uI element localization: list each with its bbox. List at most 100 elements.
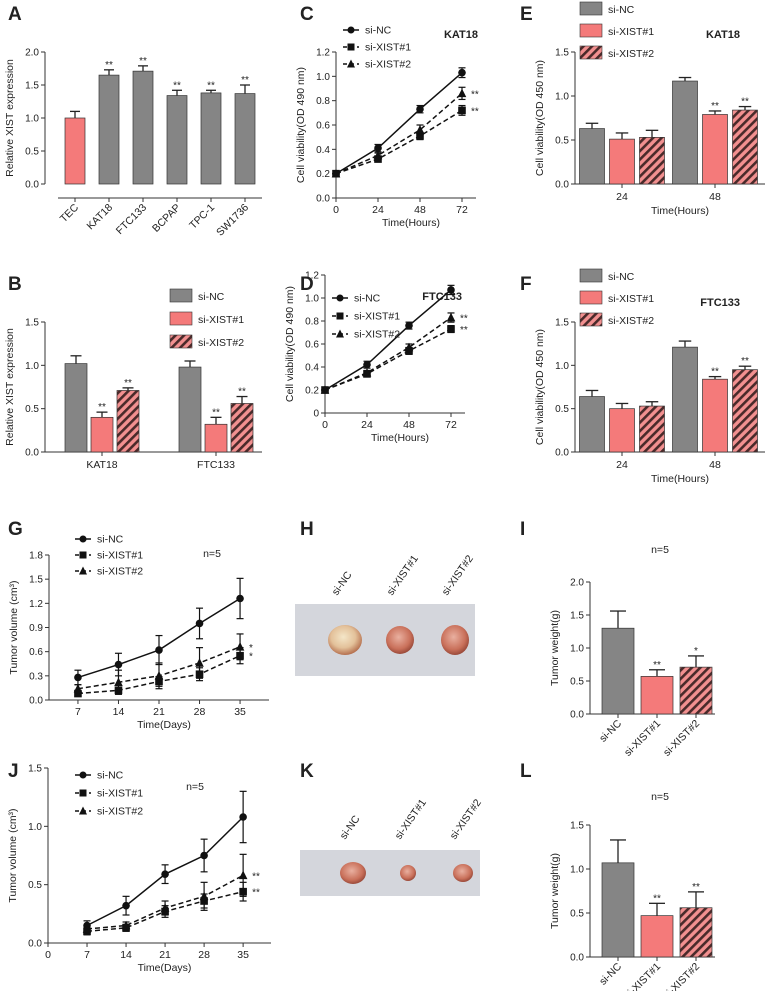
y-tick-label: 1.5 [555,318,569,329]
legend-label: si-XIST#1 [97,788,143,800]
point-square [458,106,466,115]
bar [230,403,254,453]
sample-size-annotation: n=5 [203,548,221,560]
x-axis-label: Time(Days) [138,962,192,974]
bar [132,70,154,185]
y-tick-label: 0.0 [316,194,330,205]
point-triangle [446,312,456,322]
y-axis-label: Tumor weight(g) [549,853,561,929]
point-triangle [347,59,355,68]
tumor-photo [300,850,480,896]
y-tick-label: 0.0 [29,696,43,707]
y-tick-label: 1.2 [305,271,319,282]
point-square [347,43,355,51]
point-triangle [336,329,344,338]
tumor-image [340,862,366,884]
y-tick-label: 0.3 [29,671,43,682]
legend-label: si-NC [97,534,124,546]
x-tick-label: si-XIST#2 [661,718,702,759]
bar [579,396,605,453]
bar [609,408,635,453]
legend-swatch [579,23,603,38]
y-tick-label: 1.5 [25,81,39,92]
significance-marker: ** [124,378,132,389]
panel-label: F [520,274,532,295]
point-circle [405,321,413,330]
point-triangle [362,367,372,377]
legend-label: si-XIST#1 [608,26,654,38]
sample-size-annotation: n=5 [186,781,204,793]
panel-c: C KAT18 0.0 0.2 0.4 0.6 0.8 1.0 1.2 Cell viabilit… [295,4,479,229]
x-tick-label: 28 [198,949,210,961]
y-tick-label: 1.0 [570,644,584,655]
y-tick-label: 1.0 [305,294,319,305]
y-tick-label: 0.6 [29,647,43,658]
x-tick-label: 35 [237,949,249,961]
significance-marker: ** [460,325,468,336]
x-tick-label: FTC133 [197,459,235,471]
y-tick-label: 1.0 [570,865,584,876]
bar [679,666,713,715]
y-tick-label: 1.8 [29,551,43,562]
x-tick-label: 24 [616,191,628,203]
panel-l: Ln=5 0.0 0.5 1.0 1.5 Tumor weight(g) si-NC ** si… [520,761,715,991]
series-line [324,316,452,391]
tumor-image [441,625,469,655]
panel-label: J [8,761,19,782]
point-triangle [73,683,83,693]
bar [64,117,86,185]
legend-label: si-NC [97,770,124,782]
point-circle [74,673,82,682]
y-axis-label: Cell viability(OD 490 nm) [284,286,296,402]
y-tick-label: 1.5 [25,318,39,329]
x-tick-label: si-NC [597,717,624,744]
point-circle [363,360,371,369]
x-tick-label: 21 [153,706,165,718]
legend-swatch [579,312,603,327]
legend-label: si-XIST#1 [97,550,143,562]
series-line [324,328,452,391]
y-tick-label: 0.5 [25,404,39,415]
bar [732,369,758,453]
panel-i: In=5 0.0 0.5 1.0 1.5 2.0 Tumor weight(g) si-NC *… [520,519,715,759]
panel-a: A 0.0 0.5 1.0 1.5 2.0 Relative XIST expression… [4,4,262,239]
chart-title: KAT18 [706,29,740,41]
series-line [335,92,463,175]
legend-swatch [169,334,193,349]
point-square [79,551,87,559]
x-tick-label: 24 [361,419,373,431]
y-tick-label: 1.5 [28,764,42,775]
legend-label: si-NC [198,291,225,303]
x-tick-label: 48 [709,459,721,471]
significance-marker: * [249,652,253,663]
significance-marker: ** [238,387,246,398]
x-tick-label: si-XIST#1 [622,718,663,759]
x-tick-label: TEC [58,201,82,225]
y-tick-label: 0.2 [316,169,330,180]
point-square [336,312,344,320]
significance-marker: ** [252,871,260,882]
significance-marker: ** [212,407,220,418]
y-axis-label: Cell viability(OD 450 nm) [534,329,546,445]
legend-label: si-NC [354,293,381,305]
legend-swatch [169,311,193,326]
y-tick-label: 1.0 [555,92,569,103]
bar [204,423,228,453]
point-circle [161,870,169,878]
x-tick-label: 0 [322,419,328,431]
y-axis-label: Tumor volume (cm³) [7,808,19,902]
significance-marker: ** [653,893,661,904]
y-tick-label: 2.0 [570,578,584,589]
y-tick-label: 0.8 [305,317,319,328]
point-triangle [457,88,467,98]
point-triangle [195,658,204,667]
panel-b: B 0.0 0.5 1.0 1.5 Relative XIST expression si-… [4,274,262,471]
significance-marker: ** [692,882,700,893]
y-tick-label: 1.0 [555,361,569,372]
point-triangle [404,342,414,352]
legend-label: si-XIST#2 [97,566,143,578]
point-circle [79,771,87,779]
x-axis-label: Time(Days) [137,719,191,731]
x-tick-label: 72 [445,419,457,431]
